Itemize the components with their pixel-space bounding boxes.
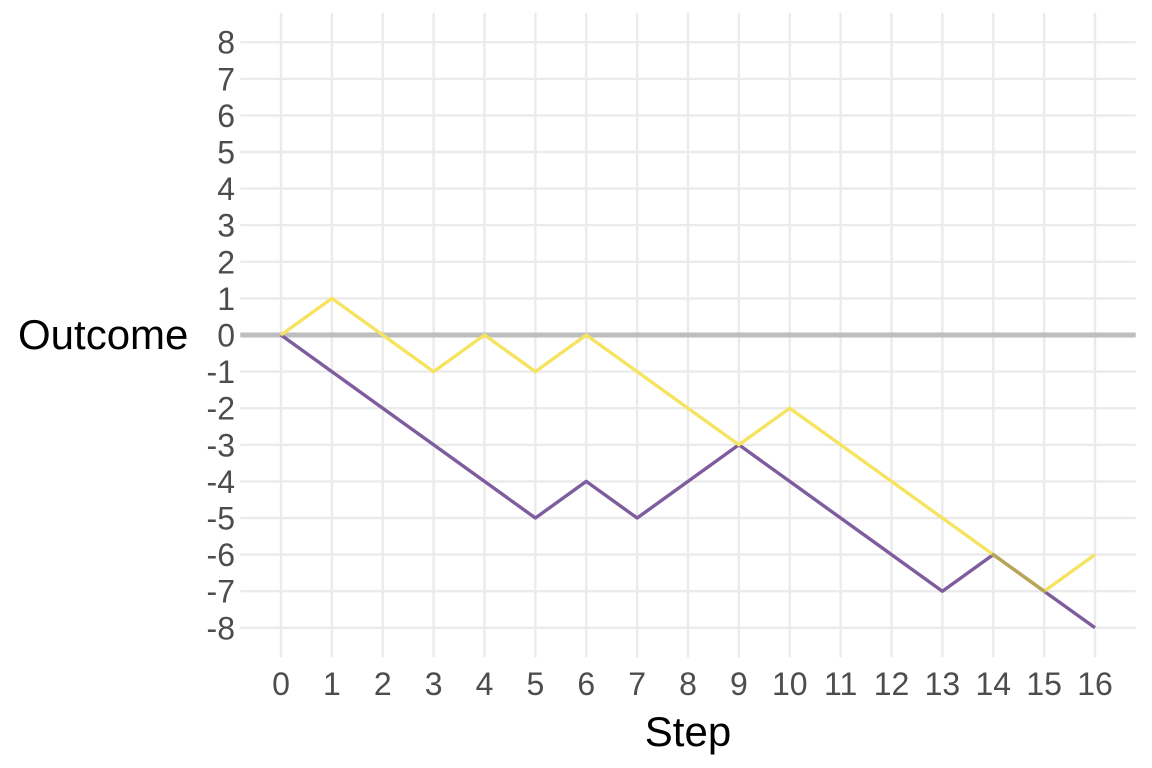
x-tick-label: 11 xyxy=(824,666,857,702)
series-line-walk-purple xyxy=(280,333,1096,630)
y-tick-label: 3 xyxy=(217,208,235,244)
y-axis-title: Outcome xyxy=(18,311,189,358)
y-tick-label: -7 xyxy=(207,574,235,610)
series-overlap-segment xyxy=(991,552,1046,593)
y-tick-label: 8 xyxy=(217,25,235,61)
x-tick-label: 2 xyxy=(374,666,392,702)
y-tick-label: 7 xyxy=(217,61,235,97)
x-tick-label: 13 xyxy=(925,666,961,702)
x-tick-label: 12 xyxy=(874,666,910,702)
x-tick-label: 16 xyxy=(1077,666,1113,702)
x-tick-label: 8 xyxy=(679,666,697,702)
x-tick-label: 3 xyxy=(425,666,443,702)
y-tick-label: 6 xyxy=(217,98,235,134)
x-tick-label: 15 xyxy=(1026,666,1062,702)
x-tick-label: 9 xyxy=(730,666,748,702)
y-tick-label: -2 xyxy=(207,391,235,427)
y-tick-label: -5 xyxy=(207,501,235,537)
x-tick-label: 4 xyxy=(476,666,494,702)
y-tick-label: -4 xyxy=(207,464,235,500)
y-tick-label: -6 xyxy=(207,537,235,573)
series-line-walk-yellow xyxy=(280,296,1096,593)
y-tick-label: -8 xyxy=(207,610,235,646)
y-tick-label: -1 xyxy=(207,354,235,390)
x-tick-label: 14 xyxy=(975,666,1011,702)
x-axis-title: Step xyxy=(644,708,732,755)
x-tick-label: 7 xyxy=(628,666,646,702)
x-tick-label: 5 xyxy=(526,666,544,702)
y-tick-label: 2 xyxy=(217,244,235,280)
x-tick-label: 0 xyxy=(272,666,290,702)
y-tick-label: 1 xyxy=(217,281,235,317)
x-tick-label: 10 xyxy=(772,666,808,702)
x-tick-label: 6 xyxy=(577,666,595,702)
y-tick-label: 4 xyxy=(217,171,235,207)
y-tick-label: 5 xyxy=(217,135,235,171)
x-tick-label: 1 xyxy=(323,666,341,702)
y-tick-label: -3 xyxy=(207,427,235,463)
y-tick-label: 0 xyxy=(217,318,235,354)
